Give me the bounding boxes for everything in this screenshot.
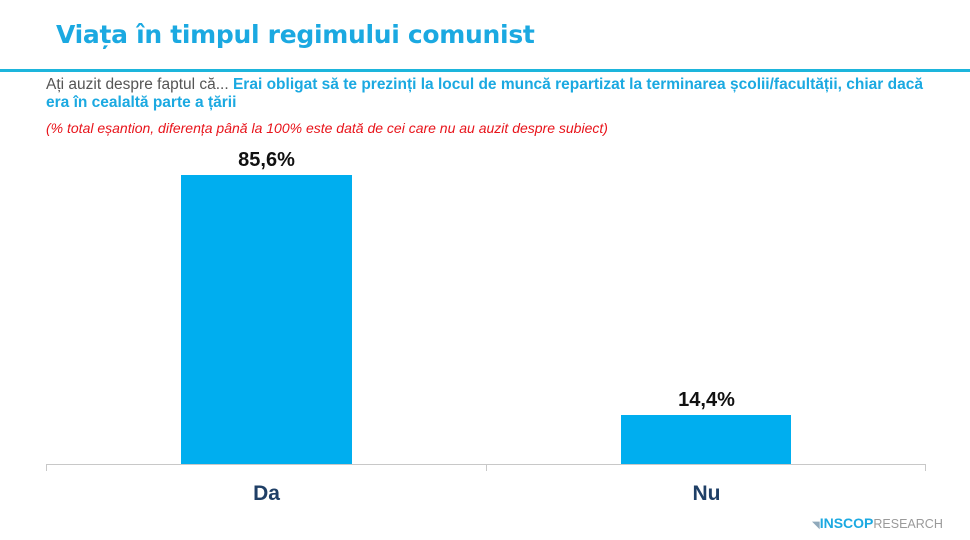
title-divider: [0, 69, 970, 72]
value-label-da: 85,6%: [238, 149, 295, 171]
x-axis: [46, 464, 925, 465]
inscop-logo: ◥INSCOPRESEARCH: [812, 515, 943, 531]
category-label-nu: Nu: [692, 482, 721, 505]
page-title: Viața în timpul regimului comunist: [56, 20, 535, 49]
category-label-da: Da: [253, 482, 280, 505]
question-prefix: Ați auzit despre faptul că...: [46, 76, 229, 93]
value-label-nu: 14,4%: [678, 389, 735, 411]
bar-da: [181, 175, 352, 464]
axis-tick: [925, 464, 926, 471]
axis-tick: [46, 464, 47, 471]
logo-mark-icon: ◥: [812, 520, 820, 531]
question-text: Ați auzit despre faptul că... Erai oblig…: [46, 76, 946, 112]
logo-brand: INSCOP: [819, 515, 874, 531]
logo-suffix: RESEARCH: [873, 517, 943, 531]
question-statement: Erai obligat să te prezinți la locul de …: [46, 76, 923, 111]
bar-nu: [621, 415, 791, 464]
axis-tick: [486, 464, 487, 471]
sample-note: (% total eșantion, diferența până la 100…: [46, 120, 608, 136]
